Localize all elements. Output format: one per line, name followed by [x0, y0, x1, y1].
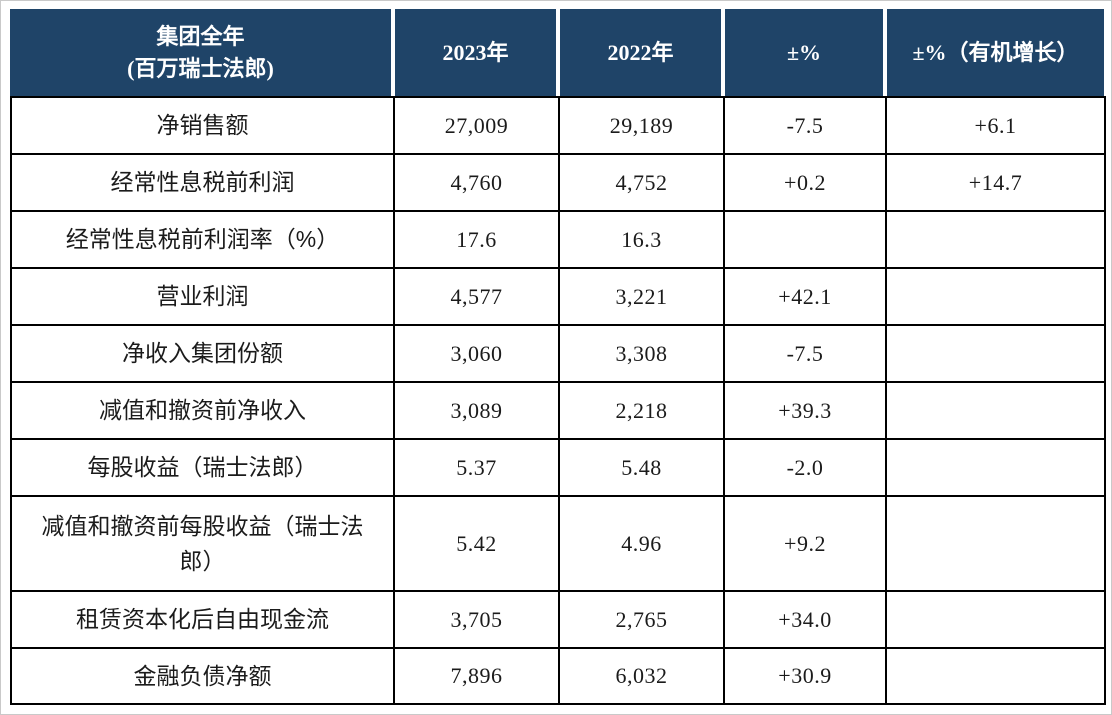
- header-group-title-line2: (百万瑞士法郎): [127, 55, 274, 81]
- value-organic-pct: +6.1: [885, 96, 1106, 155]
- table-row: 经常性息税前利润率（%） 17.6 16.3: [10, 210, 1106, 269]
- value-2022: 16.3: [558, 210, 725, 269]
- financial-table: 集团全年 (百万瑞士法郎) 2023年 2022年 ±% ±%（有机增长） 净销…: [10, 9, 1106, 705]
- table-row: 金融负债净额 7,896 6,032 +30.9: [10, 647, 1106, 705]
- value-organic-pct: [885, 210, 1106, 269]
- header-group-title-line1: 集团全年: [156, 23, 245, 49]
- table-header-row: 集团全年 (百万瑞士法郎) 2023年 2022年 ±% ±%（有机增长）: [10, 9, 1104, 96]
- header-change-pct: ±%: [725, 9, 883, 96]
- value-2023: 5.37: [393, 438, 560, 497]
- row-label: 营业利润: [10, 267, 395, 326]
- value-2023: 4,577: [393, 267, 560, 326]
- header-organic-growth-pct: ±%（有机增长）: [887, 9, 1104, 96]
- value-2023: 27,009: [393, 96, 560, 155]
- value-change-pct: -7.5: [723, 324, 887, 383]
- table-row: 每股收益（瑞士法郎） 5.37 5.48 -2.0: [10, 438, 1106, 497]
- value-organic-pct: [885, 495, 1106, 592]
- value-change-pct: +34.0: [723, 590, 887, 649]
- value-organic-pct: [885, 438, 1106, 497]
- table-row: 净收入集团份额 3,060 3,308 -7.5: [10, 324, 1106, 383]
- table-row: 租赁资本化后自由现金流 3,705 2,765 +34.0: [10, 590, 1106, 649]
- table-row: 减值和撤资前净收入 3,089 2,218 +39.3: [10, 381, 1106, 440]
- value-change-pct: -7.5: [723, 96, 887, 155]
- row-label: 减值和撤资前净收入: [10, 381, 395, 440]
- row-label: 经常性息税前利润: [10, 153, 395, 212]
- table-row: 减值和撤资前每股收益（瑞士法郎） 5.42 4.96 +9.2: [10, 495, 1106, 592]
- value-2023: 17.6: [393, 210, 560, 269]
- row-label: 每股收益（瑞士法郎）: [10, 438, 395, 497]
- value-2023: 4,760: [393, 153, 560, 212]
- value-change-pct: -2.0: [723, 438, 887, 497]
- table-row: 经常性息税前利润 4,760 4,752 +0.2 +14.7: [10, 153, 1106, 212]
- value-organic-pct: [885, 590, 1106, 649]
- value-change-pct: +0.2: [723, 153, 887, 212]
- header-2023: 2023年: [395, 9, 556, 96]
- value-organic-pct: +14.7: [885, 153, 1106, 212]
- value-2022: 4.96: [558, 495, 725, 592]
- row-label: 租赁资本化后自由现金流: [10, 590, 395, 649]
- row-label: 减值和撤资前每股收益（瑞士法郎）: [10, 495, 395, 592]
- value-2022: 3,308: [558, 324, 725, 383]
- value-change-pct: [723, 210, 887, 269]
- row-label: 净收入集团份额: [10, 324, 395, 383]
- value-change-pct: +30.9: [723, 647, 887, 705]
- value-change-pct: +42.1: [723, 267, 887, 326]
- value-2023: 3,089: [393, 381, 560, 440]
- value-2023: 7,896: [393, 647, 560, 705]
- value-2023: 3,060: [393, 324, 560, 383]
- value-organic-pct: [885, 324, 1106, 383]
- financial-table-body: 净销售额 27,009 29,189 -7.5 +6.1 经常性息税前利润 4,…: [10, 96, 1106, 705]
- header-2022: 2022年: [560, 9, 721, 96]
- value-change-pct: +9.2: [723, 495, 887, 592]
- value-2022: 5.48: [558, 438, 725, 497]
- value-organic-pct: [885, 267, 1106, 326]
- value-2022: 2,765: [558, 590, 725, 649]
- value-organic-pct: [885, 647, 1106, 705]
- value-2022: 3,221: [558, 267, 725, 326]
- header-group-title: 集团全年 (百万瑞士法郎): [10, 9, 391, 96]
- value-organic-pct: [885, 381, 1106, 440]
- table-row: 净销售额 27,009 29,189 -7.5 +6.1: [10, 96, 1106, 155]
- row-label: 净销售额: [10, 96, 395, 155]
- value-2022: 29,189: [558, 96, 725, 155]
- table-row: 营业利润 4,577 3,221 +42.1: [10, 267, 1106, 326]
- value-2022: 2,218: [558, 381, 725, 440]
- value-2022: 4,752: [558, 153, 725, 212]
- value-2022: 6,032: [558, 647, 725, 705]
- value-change-pct: +39.3: [723, 381, 887, 440]
- value-2023: 5.42: [393, 495, 560, 592]
- row-label: 金融负债净额: [10, 647, 395, 705]
- value-2023: 3,705: [393, 590, 560, 649]
- row-label: 经常性息税前利润率（%）: [10, 210, 395, 269]
